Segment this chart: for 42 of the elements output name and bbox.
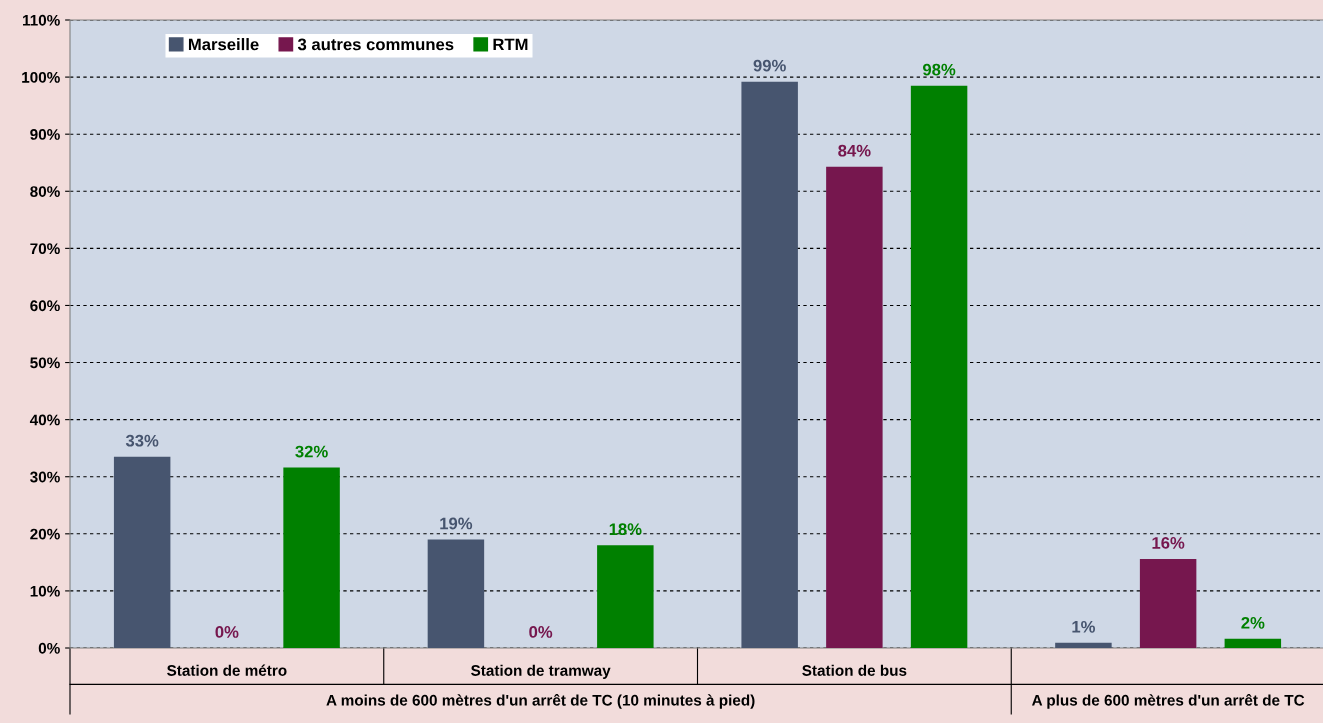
y-tick-label: 10% (30, 585, 60, 597)
y-tick-label: 40% (29, 414, 60, 426)
x-tick-label: Station de métro (167, 664, 287, 676)
data-label: 1% (1072, 620, 1096, 633)
y-tick-label: 70% (30, 243, 60, 255)
legend-label: RTM (493, 38, 528, 51)
data-label: 32% (295, 445, 328, 458)
data-label: 16% (1152, 536, 1185, 549)
bar (427, 539, 485, 648)
bar (283, 467, 340, 648)
y-tick-label: 0% (38, 642, 60, 654)
bar (826, 166, 883, 648)
data-label: 18% (609, 523, 642, 536)
data-label: 33% (125, 434, 159, 447)
text: A moins de 600 mètres d'un arrêt de TC (10 minutes à pied) (326, 694, 755, 709)
x-tick-label: Station de bus (802, 664, 907, 676)
y-tick-label: 100% (22, 71, 60, 83)
legend-label: 3 autres communes (297, 38, 454, 51)
y-tick-label: 80% (30, 186, 60, 197)
data-label: 19% (440, 517, 473, 530)
data-label: 99% (753, 59, 786, 72)
text: A plus de 600 mètres d'un arrêt de TC (1031, 694, 1305, 709)
data-label: 98% (922, 63, 956, 76)
data-label: 0% (529, 626, 553, 638)
x-tick-label: Station de tramway (471, 664, 611, 679)
y-tick-label: 90% (30, 129, 60, 140)
bar (1139, 558, 1197, 648)
y-tick-label: 110% (23, 14, 60, 26)
data-label: 2% (1241, 616, 1265, 629)
bar (113, 456, 171, 648)
data-label: 0% (215, 626, 239, 638)
legend-label: Marseille (188, 38, 259, 51)
y-tick-label: 60% (30, 300, 60, 312)
bar (910, 85, 968, 648)
bar (597, 545, 654, 648)
y-tick-label: 50% (30, 357, 60, 369)
data-label: 84% (838, 144, 871, 157)
bar (1224, 638, 1282, 648)
y-tick-label: 30% (30, 471, 60, 483)
y-tick-label: 20% (30, 528, 60, 540)
bar (1055, 642, 1112, 648)
bar (741, 81, 798, 648)
